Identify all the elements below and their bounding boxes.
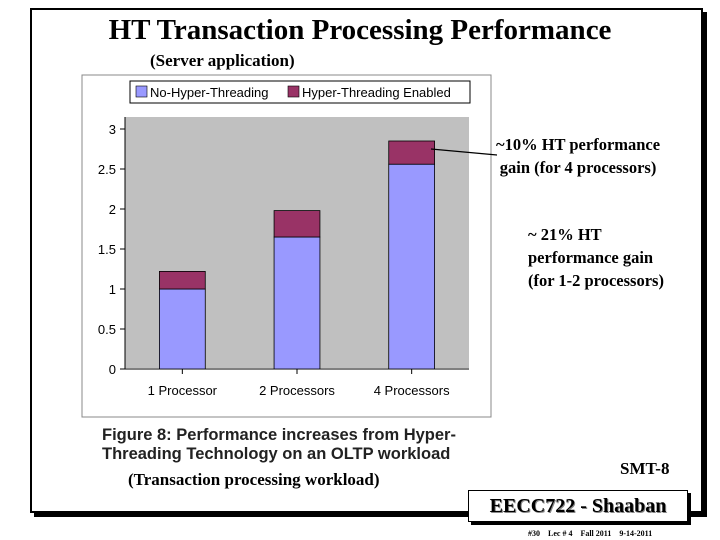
x-tick-label: 1 Processor <box>148 383 218 398</box>
footer-lecture: Lec # 4 <box>548 529 573 538</box>
footer-date: 9-14-2011 <box>619 529 653 538</box>
section-label: SMT-8 <box>620 459 670 478</box>
y-tick-label: 3 <box>109 122 116 137</box>
slide-footer: #30 Lec # 4 Fall 2011 9-14-2011 <box>528 529 658 538</box>
annotation-10pct-line-1: ~10% HT performance <box>496 135 661 154</box>
legend-swatch-ht <box>287 85 300 98</box>
bar-no-ht <box>158 288 206 370</box>
x-tick-label: 2 Processors <box>259 383 335 398</box>
y-tick-label: 2 <box>109 202 116 217</box>
y-tick-label: 0.5 <box>98 322 116 337</box>
legend <box>129 80 471 104</box>
y-tick-label: 1.5 <box>98 242 116 257</box>
figure-caption: Figure 8: Performance increases from Hyp… <box>102 426 456 464</box>
course-label: EECC722 - Shaaban <box>489 495 667 517</box>
x-tick-label: 4 Processors <box>374 383 450 398</box>
annotation-10pct-line-2: gain (for 4 processors) <box>499 158 657 177</box>
workload-label: (Transaction processing workload) <box>128 470 380 489</box>
y-tick-label: 2.5 <box>98 162 116 177</box>
figure-caption-line-1: Figure 8: Performance increases from Hyp… <box>102 426 456 444</box>
footer-slide-number: #30 <box>528 529 540 538</box>
course-badge: EECC722 - Shaaban <box>468 490 688 522</box>
legend-label-ht: Hyper-Threading Enabled <box>302 85 451 100</box>
annotation-pointer <box>430 148 498 156</box>
y-tick-label: 0 <box>109 362 116 377</box>
footer-term: Fall 2011 <box>580 529 612 538</box>
annotation-21pct-gain: ~ 21% HT performance gain (for 1-2 proce… <box>528 223 664 292</box>
legend-swatch-no-ht <box>135 85 148 98</box>
annotation-10pct-gain: ~10% HT performance gain (for 4 processo… <box>496 133 660 179</box>
y-tick-label: 1 <box>109 282 116 297</box>
bar-no-ht <box>273 236 321 370</box>
annotation-21pct-line-1: ~ 21% HT <box>528 225 602 244</box>
bar-ht <box>158 270 206 290</box>
slide-subtitle: (Server application) <box>150 51 295 70</box>
bar-ht <box>273 210 321 238</box>
bar-ht <box>388 140 436 165</box>
annotation-21pct-line-2: performance gain <box>528 248 654 267</box>
legend-label-no-ht: No-Hyper-Threading <box>150 85 269 100</box>
annotation-21pct-line-3: (for 1-2 processors) <box>528 271 664 290</box>
figure-caption-line-2: Threading Technology on an OLTP workload <box>102 445 451 463</box>
bar-no-ht <box>388 163 436 370</box>
slide-title: HT Transaction Processing Performance <box>108 14 612 46</box>
